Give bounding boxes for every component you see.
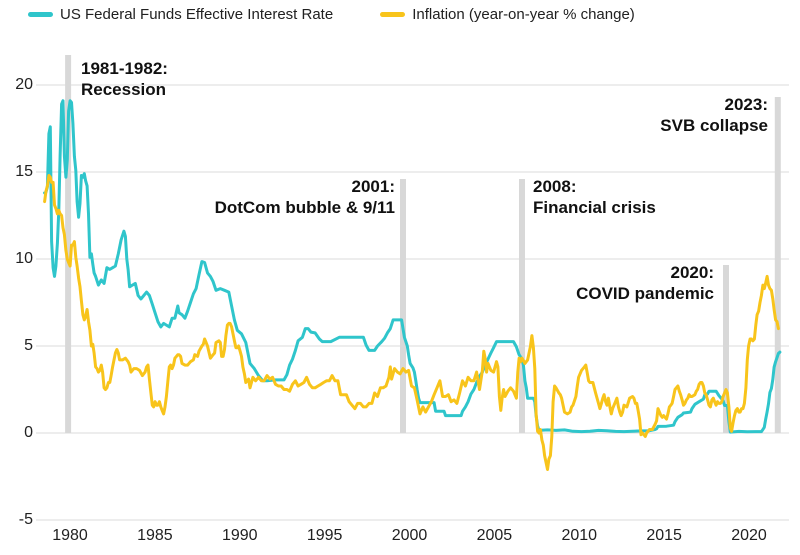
x-tick-label-2015: 2015: [646, 527, 682, 544]
y-tick-label-10: 10: [15, 250, 33, 267]
annotation-year: 1981-1982:: [81, 59, 168, 78]
inflation-line-swatch: [380, 12, 406, 17]
x-tick-label-2020: 2020: [731, 527, 767, 544]
y-tick-label-15: 15: [15, 163, 33, 180]
annotation-year: 2020:: [670, 263, 714, 282]
y-tick-label-5: 5: [24, 337, 33, 354]
annotation-event-name: COVID pandemic: [576, 284, 714, 303]
inflation-legend-label: Inflation (year-on-year % change): [412, 6, 635, 23]
annotation-covid-pandemic: 2020: COVID pandemic: [394, 262, 714, 304]
x-tick-label-1980: 1980: [52, 527, 88, 544]
annotation-event-name: DotCom bubble & 9/11: [214, 198, 395, 217]
annotation-event-name: Financial crisis: [533, 198, 656, 217]
x-tick-label-2005: 2005: [476, 527, 513, 544]
x-tick-label-2010: 2010: [561, 527, 598, 544]
annotation-event-name: Recession: [81, 80, 167, 99]
y-tick-label-20: 20: [15, 76, 33, 93]
chart-legend: US Federal Funds Effective Interest Rate…: [28, 6, 635, 23]
event-bar-3: [519, 179, 525, 433]
fed-funds-line-swatch: [28, 12, 53, 17]
annotation-event-name: SVB collapse: [660, 116, 768, 135]
fed-funds-legend-label: US Federal Funds Effective Interest Rate: [60, 6, 334, 23]
y-tick-label--5: -5: [18, 511, 33, 528]
y-tick-label-0: 0: [24, 424, 33, 441]
annotation-recession: 1981-1982: Recession: [81, 58, 401, 100]
annotation-year: 2001:: [351, 177, 395, 196]
legend-item-fed-funds: US Federal Funds Effective Interest Rate: [28, 6, 333, 23]
event-bar-4: [723, 265, 729, 433]
x-tick-label-1985: 1985: [137, 527, 173, 544]
series-line-inflation: [43, 174, 780, 471]
annotation-financial-crisis: 2008: Financial crisis: [533, 176, 800, 218]
annotation-year: 2008:: [533, 177, 577, 196]
annotation-year: 2023:: [724, 95, 768, 114]
x-tick-label-2000: 2000: [391, 527, 428, 544]
annotation-svb-collapse: 2023: SVB collapse: [448, 94, 768, 136]
x-tick-label-1990: 1990: [221, 527, 258, 544]
annotation-dotcom-bubble-9-11: 2001: DotCom bubble & 9/11: [75, 176, 395, 218]
event-bar-5: [774, 97, 781, 433]
event-bar-2: [400, 179, 406, 433]
event-bar-1: [65, 55, 72, 433]
x-tick-label-1995: 1995: [306, 527, 343, 544]
series-line-fed-funds: [43, 99, 782, 434]
legend-item-inflation: Inflation (year-on-year % change): [380, 6, 635, 23]
